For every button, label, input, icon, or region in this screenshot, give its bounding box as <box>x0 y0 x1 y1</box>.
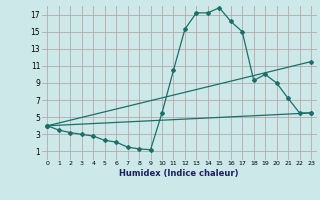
X-axis label: Humidex (Indice chaleur): Humidex (Indice chaleur) <box>119 169 239 178</box>
